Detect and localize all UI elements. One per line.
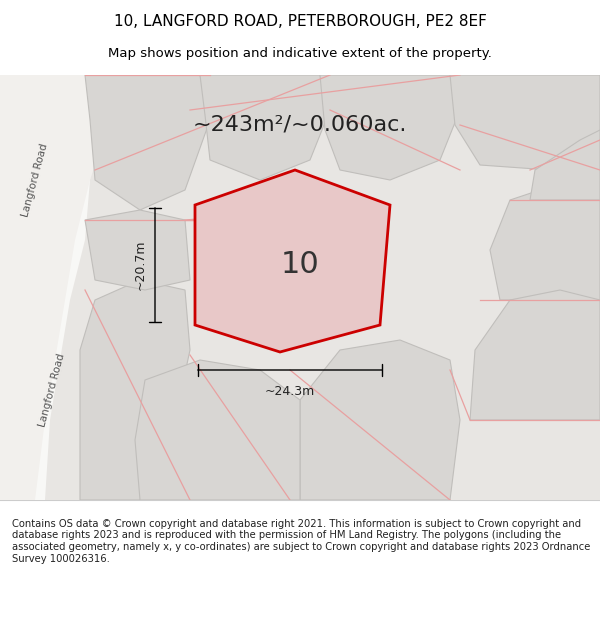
- Text: ~243m²/~0.060ac.: ~243m²/~0.060ac.: [193, 115, 407, 135]
- Polygon shape: [0, 75, 120, 500]
- Polygon shape: [195, 170, 390, 352]
- Text: Langford Road: Langford Road: [20, 142, 50, 218]
- Polygon shape: [320, 75, 460, 180]
- Text: Contains OS data © Crown copyright and database right 2021. This information is : Contains OS data © Crown copyright and d…: [12, 519, 590, 564]
- Polygon shape: [300, 340, 460, 500]
- Polygon shape: [470, 290, 600, 420]
- Text: 10, LANGFORD ROAD, PETERBOROUGH, PE2 8EF: 10, LANGFORD ROAD, PETERBOROUGH, PE2 8EF: [113, 14, 487, 29]
- Text: ~24.3m: ~24.3m: [265, 385, 315, 398]
- Polygon shape: [490, 180, 600, 300]
- Polygon shape: [450, 75, 600, 170]
- Polygon shape: [135, 360, 300, 500]
- Polygon shape: [85, 210, 190, 290]
- Text: 10: 10: [281, 251, 319, 279]
- Polygon shape: [0, 75, 95, 500]
- Text: Map shows position and indicative extent of the property.: Map shows position and indicative extent…: [108, 48, 492, 61]
- Polygon shape: [200, 75, 330, 180]
- Text: Langford Road: Langford Road: [37, 352, 67, 428]
- Polygon shape: [85, 75, 210, 210]
- Polygon shape: [530, 130, 600, 200]
- Text: ~20.7m: ~20.7m: [134, 240, 147, 290]
- Polygon shape: [80, 280, 190, 500]
